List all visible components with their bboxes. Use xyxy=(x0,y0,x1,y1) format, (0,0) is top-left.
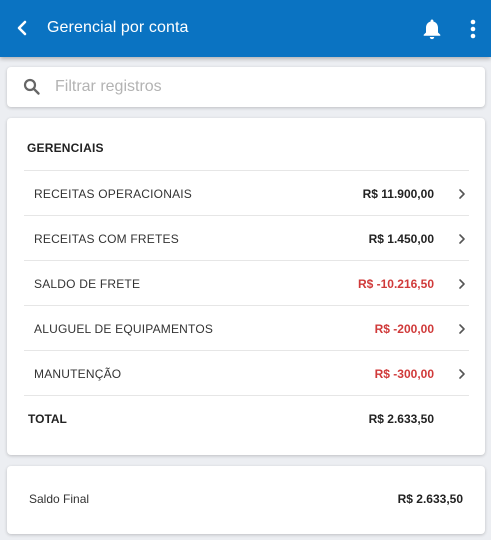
more-options-button[interactable] xyxy=(465,16,481,42)
notifications-button[interactable] xyxy=(420,16,444,42)
list-item-receitas-com-fretes[interactable]: RECEITAS COM FRETES R$ 1.450,00 xyxy=(24,215,469,260)
list-item-aluguel-de-equipamentos[interactable]: ALUGUEL DE EQUIPAMENTOS R$ -200,00 xyxy=(24,305,469,350)
saldo-final-value: R$ 2.633,50 xyxy=(397,492,463,506)
bell-icon xyxy=(423,19,441,40)
chevron-right-icon xyxy=(459,234,465,244)
search-bar xyxy=(7,67,485,107)
app-bar: Gerencial por conta xyxy=(0,0,491,57)
gerenciais-card: GERENCIAIS RECEITAS OPERACIONAIS R$ 11.9… xyxy=(7,118,485,455)
list-item-label: ALUGUEL DE EQUIPAMENTOS xyxy=(34,322,214,336)
list-item-label: MANUTENÇÃO xyxy=(34,367,122,381)
list-item-saldo-de-frete[interactable]: SALDO DE FRETE R$ -10.216,50 xyxy=(24,260,469,305)
list-item-manutencao[interactable]: MANUTENÇÃO R$ -300,00 xyxy=(24,350,469,395)
list-item-value: R$ -200,00 xyxy=(374,322,434,336)
list-item-value: R$ 11.900,00 xyxy=(362,187,434,201)
saldo-final-label: Saldo Final xyxy=(29,492,90,506)
list-item-label: RECEITAS COM FRETES xyxy=(34,232,179,246)
page-title: Gerencial por conta xyxy=(47,19,189,36)
list-item-value: R$ -300,00 xyxy=(374,367,434,381)
more-vertical-icon xyxy=(470,19,476,39)
back-button[interactable] xyxy=(13,17,31,39)
search-icon xyxy=(23,78,40,95)
saldo-final-card: Saldo Final R$ 2.633,50 xyxy=(7,466,485,534)
chevron-right-icon xyxy=(459,189,465,199)
gerenciais-list: RECEITAS OPERACIONAIS R$ 11.900,00 RECEI… xyxy=(24,170,469,440)
arrow-left-icon xyxy=(17,20,27,36)
section-title: GERENCIAIS xyxy=(27,141,104,155)
total-label: TOTAL xyxy=(28,412,67,426)
chevron-right-icon xyxy=(459,369,465,379)
list-item-value: R$ -10.216,50 xyxy=(357,277,434,291)
list-item-label: SALDO DE FRETE xyxy=(34,277,141,291)
chevron-right-icon xyxy=(459,324,465,334)
list-item-label: RECEITAS OPERACIONAIS xyxy=(34,187,193,201)
chevron-right-icon xyxy=(459,279,465,289)
total-value: R$ 2.633,50 xyxy=(368,412,434,426)
list-item-receitas-operacionais[interactable]: RECEITAS OPERACIONAIS R$ 11.900,00 xyxy=(24,170,469,215)
search-input[interactable] xyxy=(55,73,465,101)
total-row: TOTAL R$ 2.633,50 xyxy=(24,395,469,440)
list-item-value: R$ 1.450,00 xyxy=(368,232,434,246)
